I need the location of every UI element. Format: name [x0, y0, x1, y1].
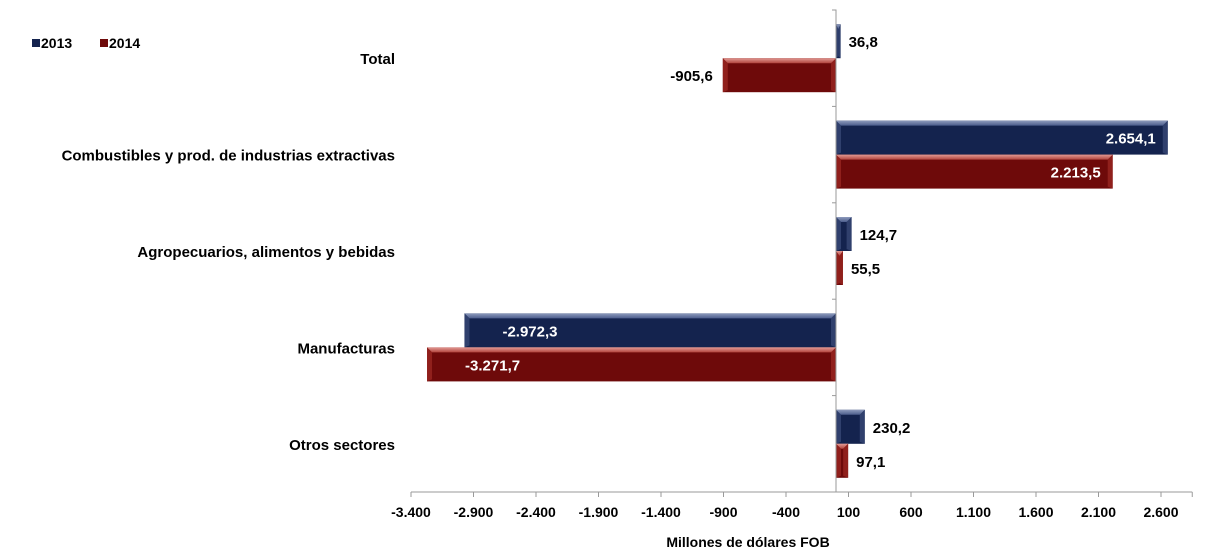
bar-bevel-right: [831, 347, 836, 382]
legend: 2013 2014: [32, 35, 140, 51]
bar-bevel-right: [831, 58, 836, 93]
bar-bevel-top: [836, 443, 849, 449]
bar-bevel-left: [464, 313, 470, 348]
bar-bevel-left: [836, 154, 841, 189]
bar-bevel-right: [1107, 154, 1113, 189]
bar-bevel-top: [836, 24, 841, 30]
bar-2013-2: 124,7: [836, 217, 897, 251]
legend-swatch: [32, 39, 40, 47]
bar-bevel-top: [836, 217, 852, 222]
bar: [836, 154, 1113, 189]
category-label: Otros sectores: [289, 437, 395, 454]
x-tick-label: 2.100: [1081, 504, 1116, 520]
x-tick-label: -2.900: [454, 504, 494, 520]
bar-bevel-top: [427, 347, 836, 353]
x-tick-label: 600: [899, 504, 923, 520]
bar: [464, 313, 836, 348]
category-label: Combustibles y prod. de industrias extra…: [62, 148, 395, 165]
data-label: 230,2: [873, 420, 911, 437]
category-label: Manufacturas: [297, 340, 395, 357]
bar-2013-1: 2.654,1: [836, 120, 1168, 155]
data-label: 124,7: [860, 227, 898, 244]
bar: [427, 347, 836, 382]
x-tick-label: 100: [837, 504, 861, 520]
bar-bevel-right: [831, 313, 836, 348]
data-label: -3.271,7: [465, 357, 520, 374]
bar-2014-1: 2.213,5: [836, 154, 1113, 189]
data-label: 97,1: [856, 454, 885, 471]
bar-bevel-left: [836, 251, 840, 285]
data-label: -2.972,3: [502, 323, 557, 340]
bar-bevel-top: [722, 58, 836, 64]
x-tick-label: 1.600: [1018, 504, 1053, 520]
bar-bevel-left: [427, 347, 433, 382]
bar-2013-0: 36,8: [836, 24, 878, 59]
data-label: -905,6: [670, 68, 713, 85]
x-axis-title: Millones de dólares FOB: [666, 534, 829, 550]
legend-label: 2014: [109, 35, 140, 51]
bar-bevel-top: [836, 251, 843, 256]
x-tick-label: -1.400: [641, 504, 681, 520]
x-tick-label: 1.100: [956, 504, 991, 520]
x-tick-label: -3.400: [391, 504, 431, 520]
bar-2013-4: 230,2: [836, 409, 911, 444]
bar-bevel-top: [836, 120, 1168, 126]
bar: [722, 58, 836, 93]
bars: 36,8 -905,6 2.654,1 2.213,5 124,7 55,5 -2.972,…: [427, 24, 1168, 478]
data-label: 36,8: [849, 34, 878, 51]
bar-bevel-right: [859, 409, 865, 444]
x-tick-label: -900: [709, 504, 737, 520]
bar-bevel-right: [843, 443, 849, 478]
bar: [836, 120, 1168, 155]
legend-label: 2013: [41, 35, 72, 51]
data-label: 55,5: [851, 261, 880, 278]
bar-bevel-left: [836, 24, 839, 59]
x-tick-label: -2.400: [516, 504, 556, 520]
bar-2014-4: 97,1: [836, 443, 885, 478]
bar-bevel-left: [836, 443, 841, 478]
bar-bevel-right: [838, 24, 841, 59]
bar-bevel-left: [836, 409, 841, 444]
bar-2014-3: -3.271,7: [427, 347, 836, 382]
category-label: Agropecuarios, alimentos y bebidas: [137, 244, 395, 261]
bar-bevel-left: [836, 217, 841, 251]
x-tick-label: 2.600: [1143, 504, 1178, 520]
bar-bevel-left: [722, 58, 728, 93]
x-tick-label: -1.900: [579, 504, 619, 520]
bar-2013-3: -2.972,3: [464, 313, 836, 348]
bar-2014-0: -905,6: [670, 58, 836, 93]
bar-bevel-top: [464, 313, 836, 319]
category-label: Total: [360, 51, 395, 68]
axes: -3.400 -2.900 -2.400 -1.900 -1.400 -900 -400 10…: [391, 9, 1193, 520]
category-labels: Total Combustibles y prod. de industrias …: [62, 51, 395, 454]
bar-bevel-right: [839, 251, 843, 285]
bar-bevel-left: [836, 120, 841, 155]
bar-bevel-right: [1162, 120, 1168, 155]
bar-2014-2: 55,5: [836, 251, 880, 285]
data-label: 2.654,1: [1106, 131, 1156, 148]
bar-bevel-top: [836, 154, 1113, 160]
data-label: 2.213,5: [1051, 165, 1101, 182]
bar-bevel-top: [836, 409, 865, 415]
bar-bevel-right: [846, 217, 852, 251]
x-tick-label: -400: [772, 504, 800, 520]
legend-swatch: [100, 39, 108, 47]
